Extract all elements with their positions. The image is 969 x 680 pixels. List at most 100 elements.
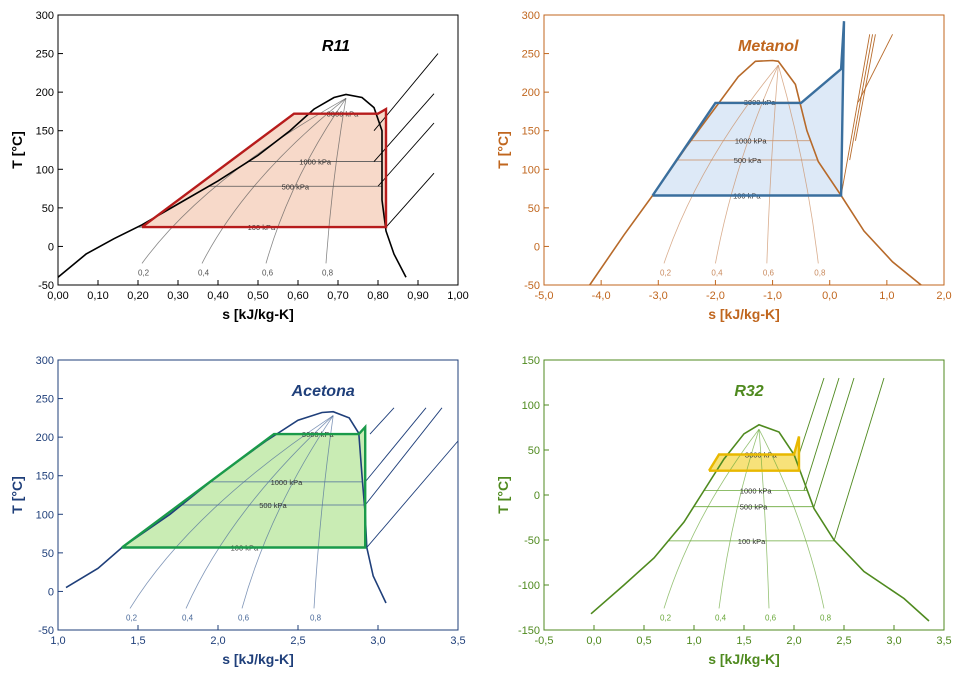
superheat-line: [857, 34, 893, 103]
y-tick-label: 50: [528, 445, 540, 457]
y-tick-label: -100: [518, 580, 540, 592]
cycle-fill: [652, 21, 844, 196]
x-tick-label: 0,70: [327, 290, 348, 302]
x-tick-label: 0,0: [586, 635, 601, 647]
y-tick-label: 0: [48, 241, 54, 253]
superheat-line: [366, 440, 459, 548]
x-axis-label: s [kJ/kg-K]: [708, 651, 780, 667]
y-tick-label: 200: [36, 87, 54, 99]
cycle-outline: [707, 436, 801, 472]
quality-line: [715, 64, 779, 264]
y-tick-label: 100: [36, 164, 54, 176]
superheat-line: [813, 377, 855, 507]
quality-line: [129, 415, 334, 609]
x-tick-label: -0,5: [535, 635, 554, 647]
x-tick-label: 0,0: [822, 290, 837, 302]
quality-line: [718, 429, 760, 609]
y-axis-label: T [°C]: [495, 476, 511, 513]
quality-label: 0,2: [660, 268, 672, 277]
x-tick-label: 2,0: [936, 290, 951, 302]
x-tick-label: 0,90: [407, 290, 428, 302]
y-axis-label: T [°C]: [495, 131, 511, 168]
quality-label: 0,8: [820, 613, 832, 622]
quality-line: [265, 98, 347, 264]
chart-title: Acetona: [291, 383, 355, 400]
isobar-label: 500 kPa: [282, 182, 310, 191]
cycle-outline: [141, 107, 388, 229]
quality-line: [758, 429, 770, 609]
x-tick-label: 1,5: [130, 635, 145, 647]
superheat-line: [385, 172, 435, 228]
superheat-line: [373, 93, 435, 162]
isobar-label: 1000 kPa: [735, 137, 768, 146]
quality-label: 0,2: [138, 268, 150, 277]
quality-label: 0,4: [715, 613, 727, 622]
quality-label: 0,4: [198, 268, 210, 277]
y-tick-label: 150: [36, 126, 54, 138]
quality-label: 0,8: [814, 268, 826, 277]
superheat-line: [364, 407, 443, 506]
y-tick-label: 50: [42, 203, 54, 215]
chart-title: R11: [322, 38, 350, 55]
isobar-label: 100 kPa: [738, 537, 766, 546]
x-tick-label: 0,60: [287, 290, 308, 302]
y-tick-label: 100: [36, 509, 54, 521]
y-tick-label: 200: [36, 432, 54, 444]
quality-label: 0,6: [262, 268, 274, 277]
y-tick-label: 0: [534, 241, 540, 253]
isobar-label: 500 kPa: [740, 503, 768, 512]
y-axis-label: T [°C]: [9, 131, 25, 168]
superheat-line: [803, 377, 840, 491]
x-tick-label: 3,0: [886, 635, 901, 647]
chart-title: R32: [734, 383, 763, 400]
quality-label: 0,6: [765, 613, 777, 622]
quality-label: 0,2: [126, 613, 138, 622]
x-tick-label: 0,40: [207, 290, 228, 302]
quality-line: [185, 415, 334, 609]
superheat-line: [369, 407, 395, 435]
saturation-dome: [57, 93, 407, 278]
quality-line: [758, 429, 825, 609]
quality-label: 0,4: [711, 268, 723, 277]
saturation-dome: [590, 423, 930, 622]
superheat-line: [373, 53, 439, 132]
x-tick-label: 1,00: [447, 290, 468, 302]
x-tick-label: 1,0: [686, 635, 701, 647]
y-tick-label: 300: [36, 355, 54, 367]
y-tick-label: 50: [42, 548, 54, 560]
x-tick-label: -4,0: [592, 290, 611, 302]
quality-label: 0,8: [310, 613, 322, 622]
x-tick-label: 2,0: [210, 635, 225, 647]
x-tick-label: 0,10: [87, 290, 108, 302]
chart-panel-r11: 0,2 0,4 0,6 0,8 100 kPa 500 kPa 1000 kPa 3000 k…: [0, 0, 480, 330]
y-tick-label: 150: [522, 355, 540, 367]
y-tick-label: -50: [38, 625, 54, 637]
cycle-fill: [122, 427, 366, 548]
cycle-fill: [142, 109, 386, 228]
y-tick-label: 200: [522, 87, 540, 99]
quality-label: 0,8: [322, 268, 334, 277]
y-tick-label: 300: [36, 10, 54, 22]
y-tick-label: 250: [522, 49, 540, 61]
x-axis-label: s [kJ/kg-K]: [708, 306, 780, 322]
quality-label: 0,2: [660, 613, 672, 622]
x-axis-label: s [kJ/kg-K]: [222, 651, 294, 667]
x-tick-label: 1,0: [50, 635, 65, 647]
x-tick-label: 0,00: [47, 290, 68, 302]
isobar-label: 1000 kPa: [299, 158, 332, 167]
cycle-outline: [651, 21, 846, 197]
plot-frame: [543, 14, 945, 286]
chart-panel-acetona: 0,2 0,4 0,6 0,8 100 kPa 500 kPa 1000 kPa 3000 k…: [0, 345, 480, 675]
cycle-fill: [709, 436, 799, 471]
quality-label: 0,6: [238, 613, 250, 622]
x-tick-label: 0,50: [247, 290, 268, 302]
y-tick-label: -50: [38, 280, 54, 292]
x-tick-label: 1,0: [879, 290, 894, 302]
quality-line: [241, 415, 334, 609]
x-tick-label: 1,5: [736, 635, 751, 647]
y-tick-label: 300: [522, 10, 540, 22]
y-tick-label: -50: [524, 535, 540, 547]
y-tick-label: 100: [522, 400, 540, 412]
